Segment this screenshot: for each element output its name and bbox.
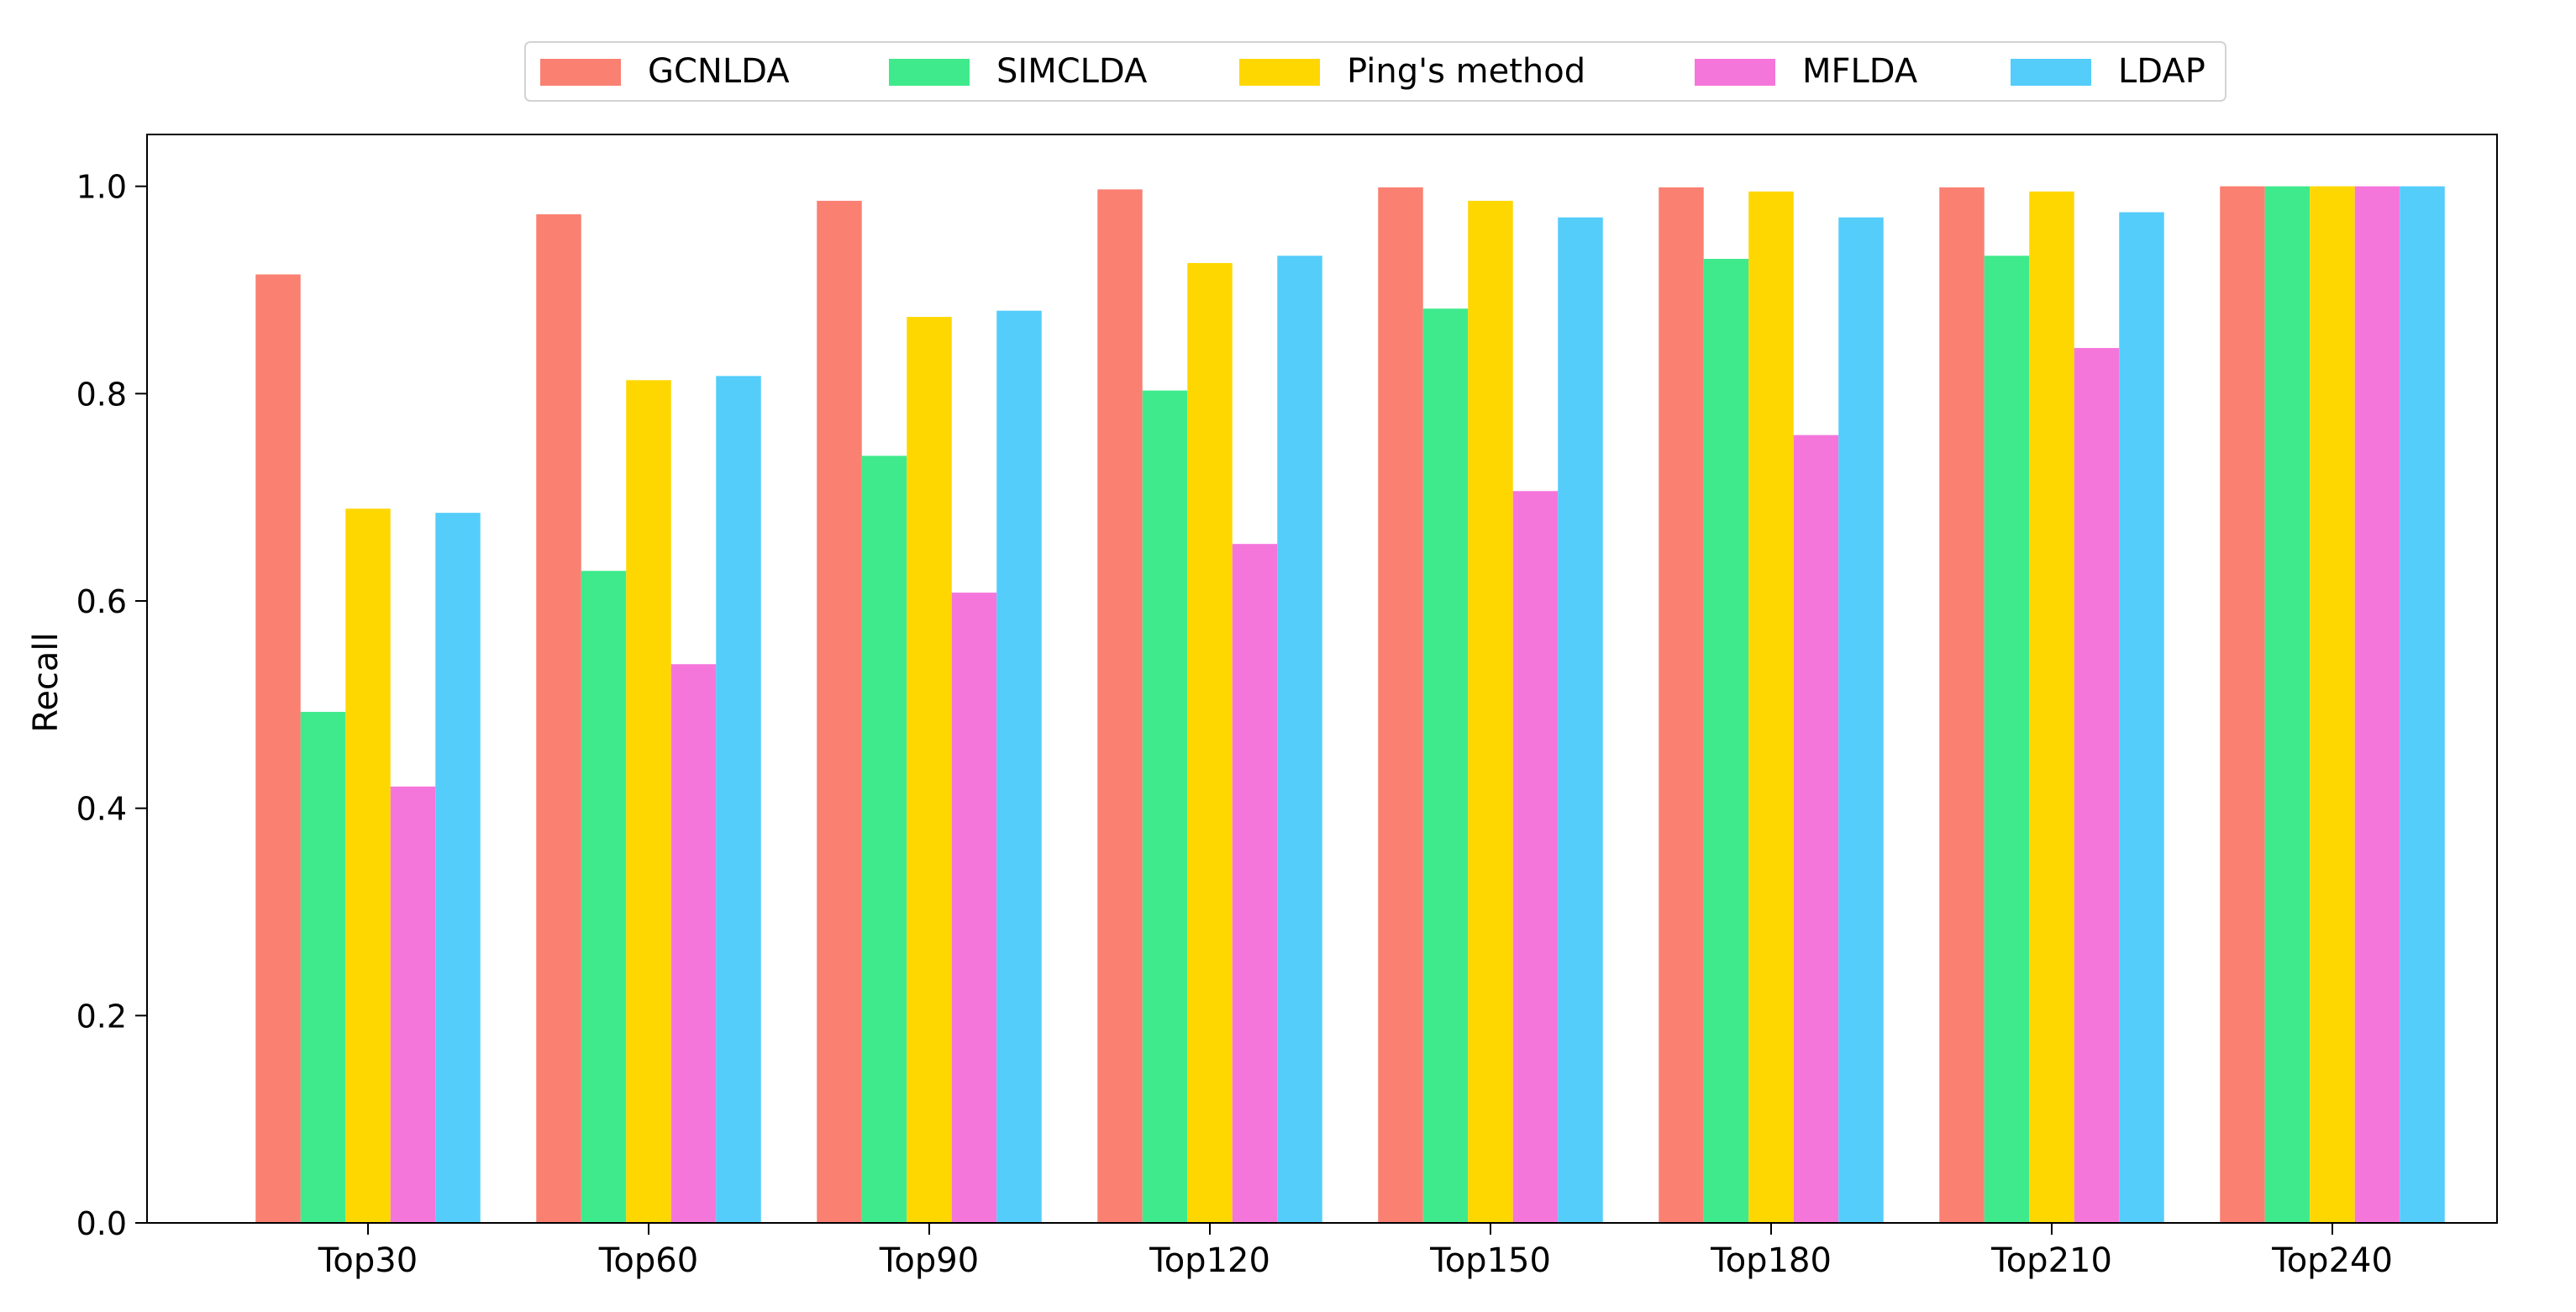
bar-simclda-top30 (300, 711, 346, 1223)
legend-label-simclda: SIMCLDA (996, 52, 1148, 91)
bar-series-group (255, 186, 2445, 1224)
bar-gcnlda-top210 (1939, 187, 1985, 1223)
legend: GCNLDA SIMCLDA Ping's method MFLDA LDAP (524, 41, 2226, 102)
y-tick-label: 0.0 (76, 1205, 127, 1242)
bar-gcnlda-top30 (255, 274, 301, 1223)
bar-ping-s-method-top90 (907, 317, 952, 1224)
y-tick-label: 1.0 (76, 169, 127, 206)
bar-simclda-top150 (1422, 308, 1469, 1224)
legend-label-gcnlda: GCNLDA (648, 52, 790, 91)
bar-ping-s-method-top210 (2029, 191, 2074, 1223)
legend-swatch-mflda (1695, 59, 1775, 86)
x-tick-label-top210: Top210 (1990, 1241, 2112, 1280)
bar-ping-s-method-top150 (1468, 200, 1513, 1223)
bar-ldap-top90 (996, 310, 1042, 1224)
x-tick-label-top180: Top180 (1710, 1241, 1832, 1280)
bar-ldap-top180 (1838, 217, 1884, 1224)
bar-ldap-top60 (716, 376, 761, 1223)
bar-gcnlda-top90 (817, 200, 862, 1223)
x-tick-label-top30: Top30 (318, 1241, 418, 1280)
legend-swatch-ping-s-method (1239, 59, 1320, 86)
y-tick-label: 0.8 (76, 376, 127, 413)
bar-ping-s-method-top60 (626, 380, 671, 1223)
bar-simclda-top180 (1703, 259, 1749, 1223)
bar-mflda-top210 (2074, 348, 2120, 1224)
bar-ping-s-method-top240 (2310, 186, 2355, 1224)
y-tick-label: 0.6 (76, 583, 127, 620)
legend-swatch-simclda (889, 59, 970, 86)
bar-mflda-top180 (1793, 435, 1839, 1223)
bar-mflda-top30 (390, 786, 436, 1223)
bar-mflda-top90 (951, 593, 997, 1223)
bar-ping-s-method-top30 (345, 508, 391, 1223)
bar-gcnlda-top240 (2220, 186, 2265, 1224)
bar-ldap-top120 (1277, 256, 1322, 1223)
bar-simclda-top120 (1142, 390, 1188, 1224)
legend-frame (524, 41, 2226, 102)
bar-ping-s-method-top180 (1748, 191, 1794, 1223)
x-tick-label-top120: Top120 (1149, 1241, 1270, 1280)
legend-label-ping-s-method: Ping's method (1347, 52, 1585, 91)
bar-gcnlda-top180 (1659, 187, 1704, 1223)
bar-mflda-top240 (2354, 186, 2400, 1224)
y-tick-label: 0.4 (76, 791, 127, 828)
legend-label-mflda: MFLDA (1802, 52, 1918, 91)
bar-ldap-top240 (2400, 186, 2445, 1224)
bar-gcnlda-top60 (536, 213, 581, 1223)
legend-swatch-ldap (2011, 59, 2091, 86)
x-tick-label-top240: Top240 (2271, 1241, 2393, 1280)
y-tick-label: 0.2 (76, 998, 127, 1035)
legend-swatch-gcnlda (540, 59, 621, 86)
bar-mflda-top150 (1512, 491, 1559, 1223)
y-axis: 0.0 0.2 0.4 0.6 0.8 1.0 (76, 169, 147, 1242)
bar-gcnlda-top120 (1097, 189, 1143, 1223)
legend-label-ldap: LDAP (2118, 52, 2205, 91)
bar-mflda-top120 (1232, 544, 1278, 1223)
x-tick-label-top60: Top60 (598, 1241, 698, 1280)
bar-mflda-top60 (670, 664, 717, 1223)
bar-simclda-top210 (1984, 256, 2030, 1223)
bar-simclda-top240 (2264, 186, 2311, 1224)
bar-gcnlda-top150 (1378, 187, 1423, 1223)
bar-ldap-top210 (2119, 212, 2164, 1223)
bar-ping-s-method-top120 (1187, 262, 1233, 1223)
x-axis: Top30 Top60 Top90 Top120 Top150 Top180 Top210 T… (318, 1223, 2393, 1280)
bar-simclda-top90 (861, 456, 907, 1223)
bar-ldap-top30 (435, 513, 481, 1223)
bar-simclda-top60 (581, 571, 627, 1223)
x-tick-label-top150: Top150 (1429, 1241, 1551, 1280)
x-tick-label-top90: Top90 (879, 1241, 979, 1280)
bar-ldap-top150 (1558, 217, 1603, 1224)
plot-frame (146, 134, 2498, 1224)
y-axis-label: Recall (27, 632, 66, 732)
